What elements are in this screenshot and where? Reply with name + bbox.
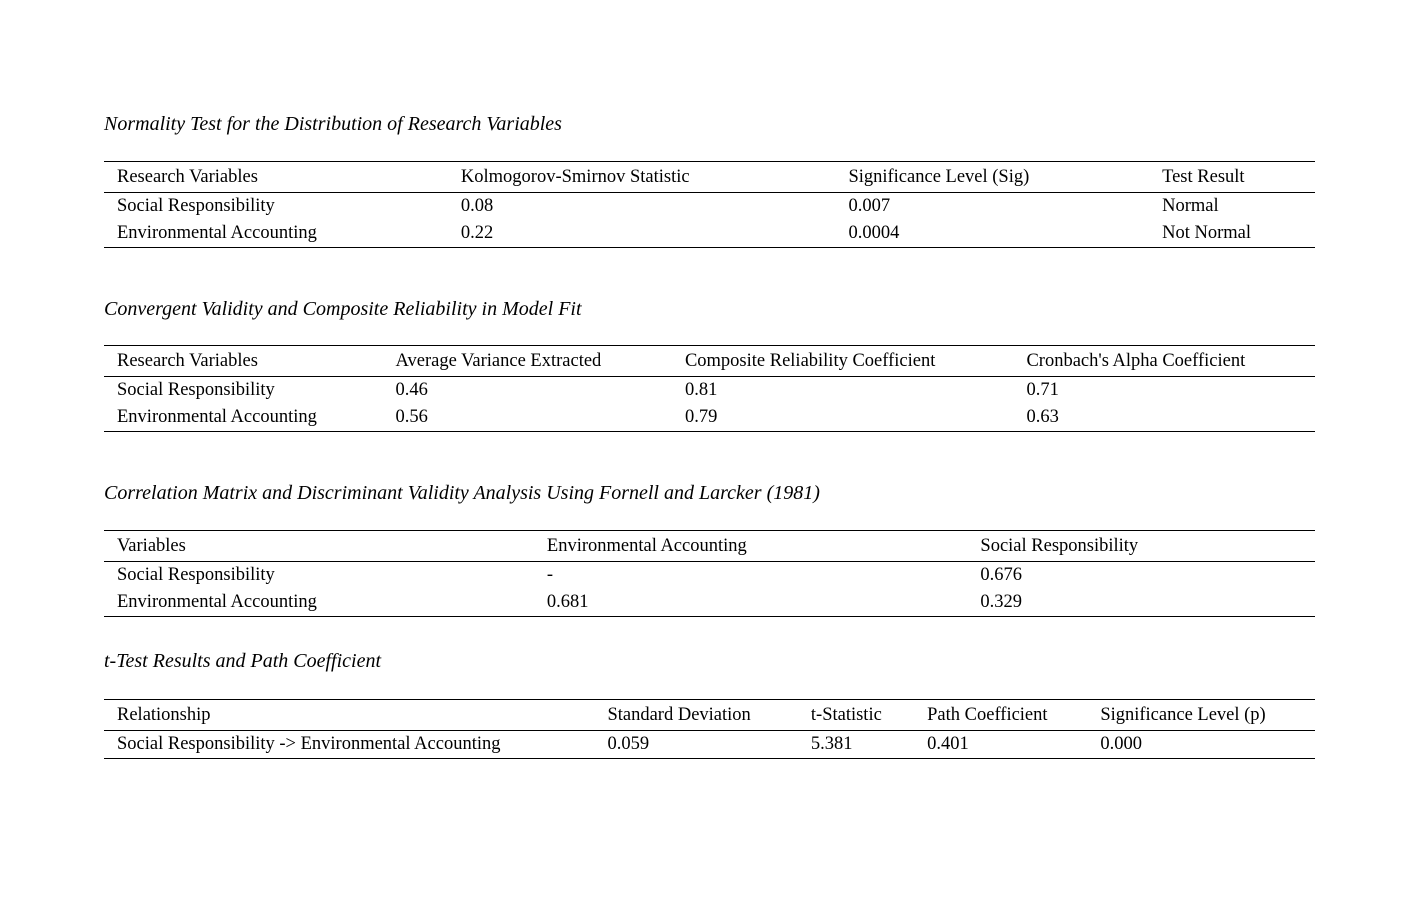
table-cell: 0.0004 bbox=[848, 223, 900, 243]
table-cell: 0.329 bbox=[980, 592, 1023, 612]
table-cell: 5.381 bbox=[810, 734, 853, 754]
table-row: Social Responsibility 0.08 0.007 Normal bbox=[104, 193, 1315, 221]
table-cell: 0.56 bbox=[395, 407, 428, 427]
table-cell: 0.000 bbox=[1100, 734, 1142, 754]
table-cell: 0.059 bbox=[607, 734, 650, 754]
column-header: Standard Deviation bbox=[594, 699, 798, 731]
column-header: Significance Level (p) bbox=[1087, 699, 1315, 731]
table-row: Environmental Accounting 0.22 0.0004 Not… bbox=[104, 220, 1315, 248]
table-cell: Environmental Accounting bbox=[117, 223, 317, 243]
table-cell: 0.676 bbox=[980, 565, 1023, 585]
table-cell: Social Responsibility bbox=[117, 196, 275, 216]
table-header-row: Research Variables Average Variance Extr… bbox=[104, 345, 1315, 377]
table-cell: Social Responsibility bbox=[117, 380, 275, 400]
table-row: Social Responsibility -> Environmental A… bbox=[104, 731, 1315, 759]
table-cell: 0.681 bbox=[546, 592, 589, 612]
table-cell: Not Normal bbox=[1162, 223, 1251, 243]
table-row: Social Responsibility - 0.676 bbox=[104, 562, 1315, 590]
column-header: Social Responsibility bbox=[967, 530, 1315, 562]
table-cell: - bbox=[546, 565, 554, 585]
convergent-validity-table: Research Variables Average Variance Extr… bbox=[104, 345, 1315, 432]
column-header: Composite Reliability Coefficient bbox=[671, 345, 1014, 377]
t-test-results-table: Relationship Standard Deviation t-Statis… bbox=[104, 699, 1315, 759]
table-row: Environmental Accounting 0.681 0.329 bbox=[104, 589, 1315, 617]
table-cell: 0.81 bbox=[684, 380, 718, 400]
table-cell: Normal bbox=[1162, 196, 1219, 216]
table-cell: Social Responsibility bbox=[117, 565, 275, 585]
table-header-row: Relationship Standard Deviation t-Statis… bbox=[104, 699, 1315, 731]
column-header: Test Result bbox=[1149, 161, 1315, 193]
correlation-matrix-table: Variables Environmental Accounting Socia… bbox=[104, 530, 1315, 617]
column-header: Path Coefficient bbox=[914, 699, 1088, 731]
table-cell: 0.46 bbox=[395, 380, 428, 400]
section-title-convergent-validity: Convergent Validity and Composite Reliab… bbox=[104, 298, 582, 320]
table-cell: 0.22 bbox=[460, 223, 494, 243]
table-cell: 0.71 bbox=[1026, 380, 1059, 400]
column-header: Average Variance Extracted bbox=[382, 345, 672, 377]
column-header: Variables bbox=[104, 530, 534, 562]
column-header: Cronbach's Alpha Coefficient bbox=[1013, 345, 1315, 377]
section-title-normality-test: Normality Test for the Distribution of R… bbox=[104, 113, 562, 135]
column-header: Kolmogorov-Smirnov Statistic bbox=[447, 161, 836, 193]
column-header: Significance Level (Sig) bbox=[835, 161, 1150, 193]
column-header: Environmental Accounting bbox=[533, 530, 968, 562]
column-header: Relationship bbox=[104, 699, 595, 731]
column-header: t-Statistic bbox=[797, 699, 915, 731]
table-cell: 0.79 bbox=[684, 407, 718, 427]
table-cell: Environmental Accounting bbox=[117, 407, 317, 427]
section-title-t-test-results: t-Test Results and Path Coefficient bbox=[104, 650, 382, 672]
normality-test-table: Research Variables Kolmogorov-Smirnov St… bbox=[104, 161, 1315, 248]
table-cell: 0.08 bbox=[460, 196, 494, 216]
column-header: Research Variables bbox=[104, 161, 448, 193]
table-row: Social Responsibility 0.46 0.81 0.71 bbox=[104, 377, 1315, 405]
table-header-row: Research Variables Kolmogorov-Smirnov St… bbox=[104, 161, 1315, 193]
table-header-row: Variables Environmental Accounting Socia… bbox=[104, 530, 1315, 562]
column-header: Research Variables bbox=[104, 345, 383, 377]
table-cell: 0.401 bbox=[927, 734, 969, 754]
section-title-correlation-matrix: Correlation Matrix and Discriminant Vali… bbox=[104, 482, 820, 504]
table-cell: Social Responsibility -> Environmental A… bbox=[117, 734, 501, 754]
table-cell: 0.007 bbox=[848, 196, 891, 216]
table-row: Environmental Accounting 0.56 0.79 0.63 bbox=[104, 404, 1315, 432]
table-cell: 0.63 bbox=[1026, 407, 1059, 427]
table-cell: Environmental Accounting bbox=[117, 592, 317, 612]
